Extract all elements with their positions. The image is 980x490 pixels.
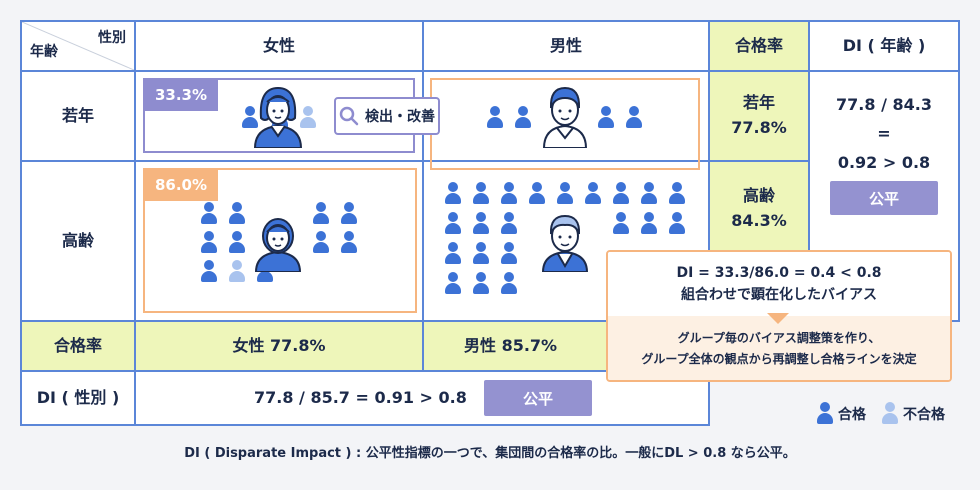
- person-pass-icon: [201, 231, 217, 253]
- corner-header: 性別 年齢: [20, 20, 136, 72]
- legend-fail-icon: [882, 402, 898, 424]
- female-pass-rate-cell: 女性 77.8%: [134, 320, 424, 372]
- callout-bias-text: 組合わせで顕在化したバイアス: [681, 287, 877, 303]
- person-pass-icon: [445, 212, 461, 234]
- person-pass-icon: [641, 212, 657, 234]
- person-pass-icon: [229, 231, 245, 253]
- senior-woman-avatar-icon: [254, 218, 302, 272]
- person-fail-icon: [229, 260, 245, 282]
- magnifier-icon: [339, 106, 359, 126]
- callout-measure-line1: グループ毎のバイアス調整策を作り、: [677, 331, 881, 345]
- young-pass-rate-cell: 若年 77.8%: [708, 70, 810, 162]
- corner-label-gender: 性別: [98, 30, 126, 46]
- callout-top: DI = 33.3/86.0 = 0.4 < 0.8 組合わせで顕在化したバイア…: [608, 252, 950, 316]
- person-pass-icon: [501, 242, 517, 264]
- di-age-fair-badge: 公平: [830, 181, 938, 215]
- callout-arrow-icon: [767, 313, 789, 324]
- di-gender-formula: 77.8 / 85.7 = 0.91 > 0.8: [254, 387, 467, 407]
- footer-note: DI ( Disparate Impact ) : 公平性指標の一つで、集団間の…: [184, 446, 796, 461]
- person-pass-icon: [529, 182, 545, 204]
- young-female-rate-tag: 33.3%: [144, 79, 218, 111]
- young-pass-rate-value: 77.8%: [731, 118, 787, 137]
- young-pass-rate-label: 若年: [742, 93, 775, 113]
- person-fail-icon: [300, 106, 316, 128]
- person-pass-icon: [641, 182, 657, 204]
- di-gender-fair-badge: 公平: [484, 380, 592, 416]
- callout-measure-line2: グループ全体の観点から再調整し合格ラインを決定: [641, 352, 917, 366]
- detect-improve-label: 検出・改善: [365, 109, 435, 125]
- person-pass-icon: [473, 182, 489, 204]
- person-pass-icon: [669, 212, 685, 234]
- person-pass-icon: [341, 202, 357, 224]
- senior-pass-rate-value: 84.3%: [731, 210, 787, 230]
- divider-vertical: [422, 70, 424, 322]
- senior-man-avatar-icon: [541, 214, 589, 272]
- person-pass-icon: [669, 182, 685, 204]
- person-pass-icon: [229, 202, 245, 224]
- header-female: 女性: [134, 20, 424, 72]
- bias-callout: DI = 33.3/86.0 = 0.4 < 0.8 組合わせで顕在化したバイア…: [606, 250, 952, 382]
- person-pass-icon: [445, 182, 461, 204]
- legend-pass-icon: [817, 402, 833, 424]
- male-pass-rate-text: 男性 85.7%: [464, 335, 558, 355]
- person-pass-icon: [473, 212, 489, 234]
- callout-di-formula: DI = 33.3/86.0 = 0.4 < 0.8: [676, 265, 882, 281]
- di-age-formula-line3: 0.92 > 0.8: [837, 153, 931, 172]
- senior-female-rate-tag: 86.0%: [144, 169, 218, 201]
- senior-female-highlight-box: [143, 168, 417, 313]
- row-label-young: 若年: [20, 70, 136, 162]
- header-pass-rate: 合格率: [708, 20, 810, 72]
- header-di-age: DI ( 年齢 ): [808, 20, 960, 72]
- detect-improve-button[interactable]: 検出・改善: [334, 97, 440, 135]
- young-woman-avatar-icon: [253, 86, 303, 148]
- person-pass-icon: [598, 106, 614, 128]
- person-pass-icon: [557, 182, 573, 204]
- person-pass-icon: [613, 212, 629, 234]
- legend-pass-label: 合格: [838, 407, 866, 423]
- senior-pass-rate-cell: 高齢 84.3%: [708, 160, 810, 252]
- di-age-formula-line1: 77.8 / 84.3: [836, 95, 932, 114]
- row-label-di-gender: DI ( 性別 ): [20, 370, 136, 426]
- row-label-pass-rate: 合格率: [20, 320, 136, 372]
- corner-diagonal: [22, 22, 134, 70]
- di-gender-cell: 77.8 / 85.7 = 0.91 > 0.8: [134, 370, 710, 426]
- person-pass-icon: [242, 106, 258, 128]
- senior-pass-rate-label: 高齢: [742, 186, 775, 205]
- person-pass-icon: [201, 260, 217, 282]
- person-pass-icon: [501, 182, 517, 204]
- corner-label-age: 年齢: [30, 44, 58, 61]
- legend-fail-label: 不合格: [903, 407, 945, 423]
- person-pass-icon: [473, 242, 489, 264]
- young-man-avatar-icon: [542, 86, 588, 148]
- person-pass-icon: [487, 106, 503, 128]
- person-pass-icon: [313, 202, 329, 224]
- person-pass-icon: [501, 272, 517, 294]
- person-pass-icon: [341, 231, 357, 253]
- person-pass-icon: [201, 202, 217, 224]
- person-pass-icon: [585, 182, 601, 204]
- callout-bottom: グループ毎のバイアス調整策を作り、 グループ全体の観点から再調整し合格ラインを決…: [608, 316, 950, 380]
- person-pass-icon: [501, 212, 517, 234]
- person-pass-icon: [626, 106, 642, 128]
- header-male: 男性: [422, 20, 710, 72]
- person-pass-icon: [613, 182, 629, 204]
- person-pass-icon: [445, 242, 461, 264]
- person-pass-icon: [445, 272, 461, 294]
- row-label-senior: 高齢: [20, 160, 136, 322]
- di-age-formula-line2: =: [877, 124, 891, 143]
- di-age-formula: 77.8 / 84.3 = 0.92 > 0.8: [808, 90, 960, 177]
- divider-horizontal: [134, 160, 710, 162]
- person-pass-icon: [515, 106, 531, 128]
- person-pass-icon: [473, 272, 489, 294]
- person-pass-icon: [313, 231, 329, 253]
